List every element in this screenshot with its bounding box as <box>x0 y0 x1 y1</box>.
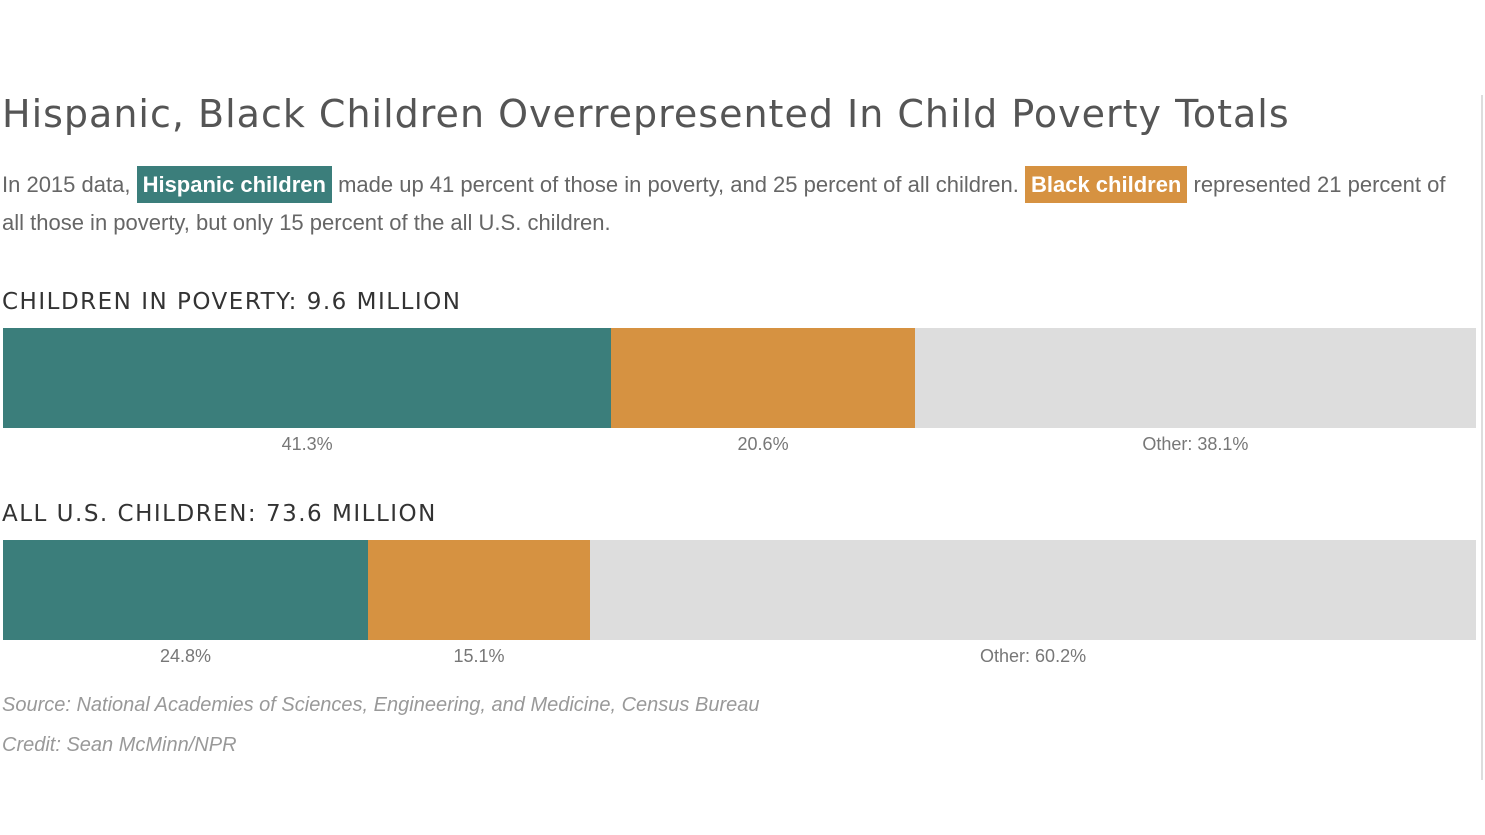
poverty-chart-title: CHILDREN IN POVERTY: 9.6 MILLION <box>2 289 462 315</box>
all-children-hispanic-segment <box>3 540 368 640</box>
poverty-stacked-bar <box>3 328 1476 428</box>
intro-part-3: represented 21 percent of all those in p… <box>2 172 1446 235</box>
chart-headline: Hispanic, Black Children Overrepresented… <box>2 92 1290 136</box>
right-border-rule <box>1481 95 1483 780</box>
poverty-hispanic-segment <box>3 328 612 428</box>
intro-text: In 2015 data, Hispanic children made up … <box>2 166 1472 242</box>
all-children-hispanic-label: 24.8% <box>159 646 211 666</box>
intro-part-2: made up 41 percent of those in poverty, … <box>331 172 1025 197</box>
poverty-black-segment <box>611 328 915 428</box>
poverty-black-label: 20.6% <box>737 434 789 454</box>
hispanic-highlight: Hispanic children <box>136 166 332 203</box>
black-highlight: Black children <box>1024 166 1188 203</box>
credit-note: Credit: Sean McMinn/NPR <box>2 734 237 756</box>
all-children-chart-title: ALL U.S. CHILDREN: 73.6 MILLION <box>2 501 437 527</box>
source-note: Source: National Academies of Sciences, … <box>2 694 760 716</box>
all-children-stacked-bar <box>3 540 1476 640</box>
poverty-hispanic-label: 41.3% <box>281 434 333 454</box>
all-children-black-segment <box>367 540 591 640</box>
all-children-black-label: 15.1% <box>453 646 505 666</box>
all-children-other-segment <box>590 540 1476 640</box>
poverty-other-segment <box>914 328 1476 428</box>
all-children-other-label: Other: 60.2% <box>980 646 1087 666</box>
intro-part-1: In 2015 data, <box>2 172 137 197</box>
poverty-other-label: Other: 38.1% <box>1142 434 1249 454</box>
